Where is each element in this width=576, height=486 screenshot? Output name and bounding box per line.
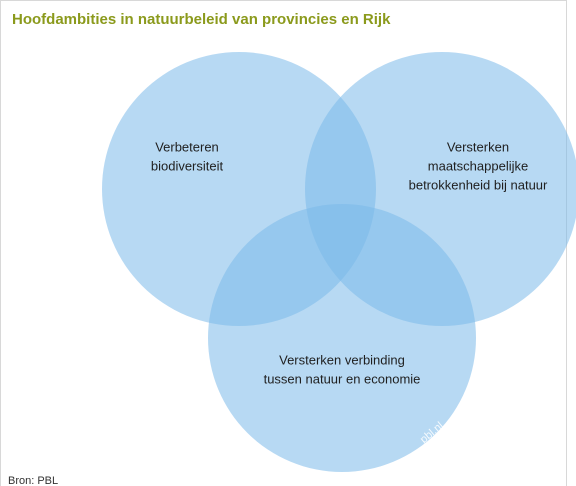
circle-label: tussen natuur en economie bbox=[264, 371, 421, 386]
circle-economy bbox=[208, 204, 476, 472]
circle-label: biodiversiteit bbox=[151, 158, 224, 173]
title: Hoofdambities in natuurbeleid van provin… bbox=[12, 11, 391, 28]
circle-label: Versterken verbinding bbox=[279, 352, 405, 367]
circle-label: Versterken bbox=[447, 139, 509, 154]
source: Bron: PBL bbox=[8, 475, 58, 486]
circle-label: betrokkenheid bij natuur bbox=[409, 177, 548, 192]
circle-label: Verbeteren bbox=[155, 139, 219, 154]
circle-label: maatschappelijke bbox=[428, 158, 528, 173]
